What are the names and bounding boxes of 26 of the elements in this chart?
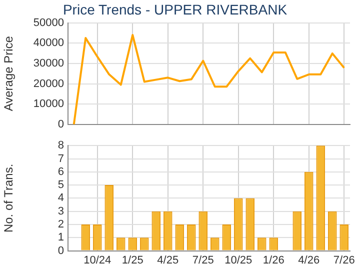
y-axis-title: Average Price — [2, 36, 16, 112]
chart-title: Price Trends - UPPER RIVERBANK — [62, 1, 288, 18]
y-tick-label: 10000 — [33, 98, 64, 110]
x-tick-label: 7/25 — [192, 254, 214, 266]
y-tick-label: 30000 — [33, 57, 64, 70]
x-tick-label: 4/26 — [298, 254, 320, 266]
y-tick-label: 8 — [58, 140, 64, 152]
y-tick-label: 40000 — [33, 37, 64, 50]
y-axis-title: No. of Trans. — [2, 164, 16, 233]
y-tick-label: 2 — [58, 218, 64, 231]
y-tick-label: 3 — [58, 205, 64, 218]
x-tick-label: 1/26 — [262, 254, 284, 266]
x-tick-label: 10/24 — [84, 254, 112, 266]
x-tick-label: 1/25 — [122, 254, 144, 266]
y-tick-label: 0 — [58, 244, 64, 257]
y-tick-label: 4 — [58, 192, 64, 204]
y-tick-label: 20000 — [33, 78, 64, 90]
y-tick-label: 7 — [58, 152, 64, 165]
y-tick-label: 1 — [58, 232, 64, 244]
x-tick-label: 4/25 — [157, 254, 179, 266]
y-tick-label: 6 — [58, 166, 64, 178]
x-tick-label: 7/26 — [333, 254, 355, 266]
y-tick-label: 0 — [58, 118, 64, 130]
y-tick-label: 50000 — [33, 16, 64, 29]
x-tick-label: 10/25 — [224, 254, 252, 266]
y-tick-label: 5 — [58, 179, 64, 192]
